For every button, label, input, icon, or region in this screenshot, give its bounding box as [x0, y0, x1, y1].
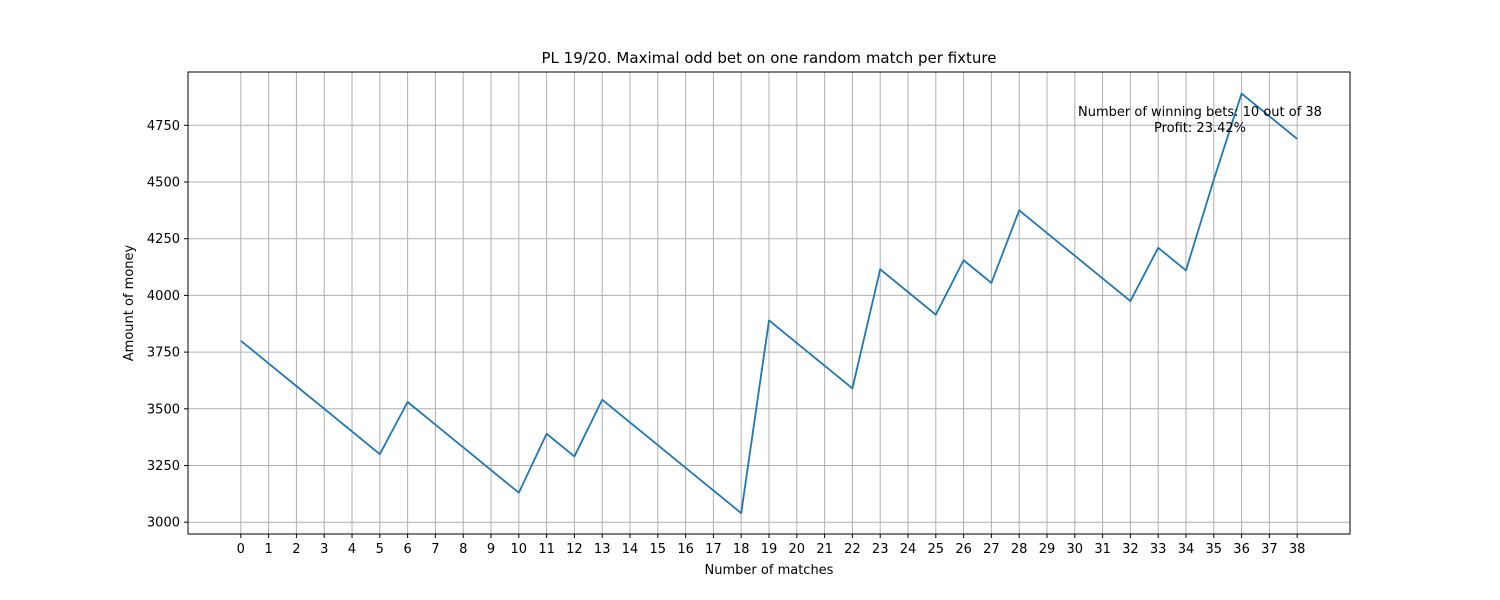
series-line: [240, 92, 1298, 515]
x-tick-label: 7: [431, 542, 439, 557]
x-tick-label: 0: [237, 542, 245, 557]
axis-ticks: 0 1 2 3 4 5 6 7 8 9 10 11 12 13 14 15 16 17 18 19 20 21 22 23 24…: [147, 119, 1306, 557]
y-tick-label: 4750: [147, 119, 180, 134]
x-tick-label: 31: [1094, 542, 1111, 557]
series-layer: [240, 92, 1298, 515]
x-tick-label: 37: [1261, 542, 1278, 557]
x-tick-label: 19: [761, 542, 778, 557]
x-tick-label: 18: [733, 542, 750, 557]
x-tick-label: 4: [348, 542, 356, 557]
x-tick-label: 6: [403, 542, 411, 557]
y-tick-label: 3750: [147, 346, 180, 361]
x-tick-label: 25: [928, 542, 945, 557]
x-tick-label: 9: [487, 542, 495, 557]
y-tick-label: 4000: [147, 289, 180, 304]
x-tick-label: 28: [1011, 542, 1028, 557]
y-tick-label: 3500: [147, 402, 180, 417]
x-tick-label: 12: [566, 542, 583, 557]
chart-title: PL 19/20. Maximal odd bet on one random …: [542, 49, 997, 67]
x-tick-label: 10: [511, 542, 528, 557]
x-axis-label: Number of matches: [705, 563, 834, 578]
x-tick-label: 8: [459, 542, 467, 557]
x-tick-label: 24: [900, 542, 917, 557]
x-tick-label: 34: [1178, 542, 1195, 557]
x-tick-label: 2: [292, 542, 300, 557]
annotation-winning-bets: Number of winning bets: 10 out of 38: [1078, 105, 1322, 120]
x-tick-label: 20: [789, 542, 806, 557]
x-tick-label: 35: [1206, 542, 1223, 557]
x-tick-label: 5: [376, 542, 384, 557]
x-tick-label: 33: [1150, 542, 1167, 557]
x-tick-label: 13: [594, 542, 611, 557]
x-tick-label: 26: [955, 542, 972, 557]
grid: [188, 72, 1350, 534]
x-tick-label: 22: [844, 542, 861, 557]
x-tick-label: 29: [1039, 542, 1056, 557]
y-tick-label: 4500: [147, 176, 180, 191]
x-tick-label: 30: [1067, 542, 1084, 557]
x-tick-label: 11: [538, 542, 555, 557]
x-tick-label: 32: [1122, 542, 1139, 557]
x-tick-label: 23: [872, 542, 889, 557]
x-tick-label: 21: [816, 542, 833, 557]
y-tick-label: 3000: [147, 516, 180, 531]
x-tick-label: 36: [1233, 542, 1250, 557]
annotation-profit: Profit: 23.42%: [1154, 121, 1246, 136]
x-tick-label: 15: [650, 542, 667, 557]
x-tick-label: 3: [320, 542, 328, 557]
y-tick-label: 3250: [147, 459, 180, 474]
x-tick-label: 1: [264, 542, 272, 557]
x-tick-label: 27: [983, 542, 1000, 557]
x-tick-label: 17: [705, 542, 722, 557]
x-tick-label: 38: [1289, 542, 1306, 557]
x-tick-label: 16: [677, 542, 694, 557]
x-tick-label: 14: [622, 542, 639, 557]
y-axis-label: Amount of money: [122, 244, 137, 361]
y-tick-label: 4250: [147, 232, 180, 247]
